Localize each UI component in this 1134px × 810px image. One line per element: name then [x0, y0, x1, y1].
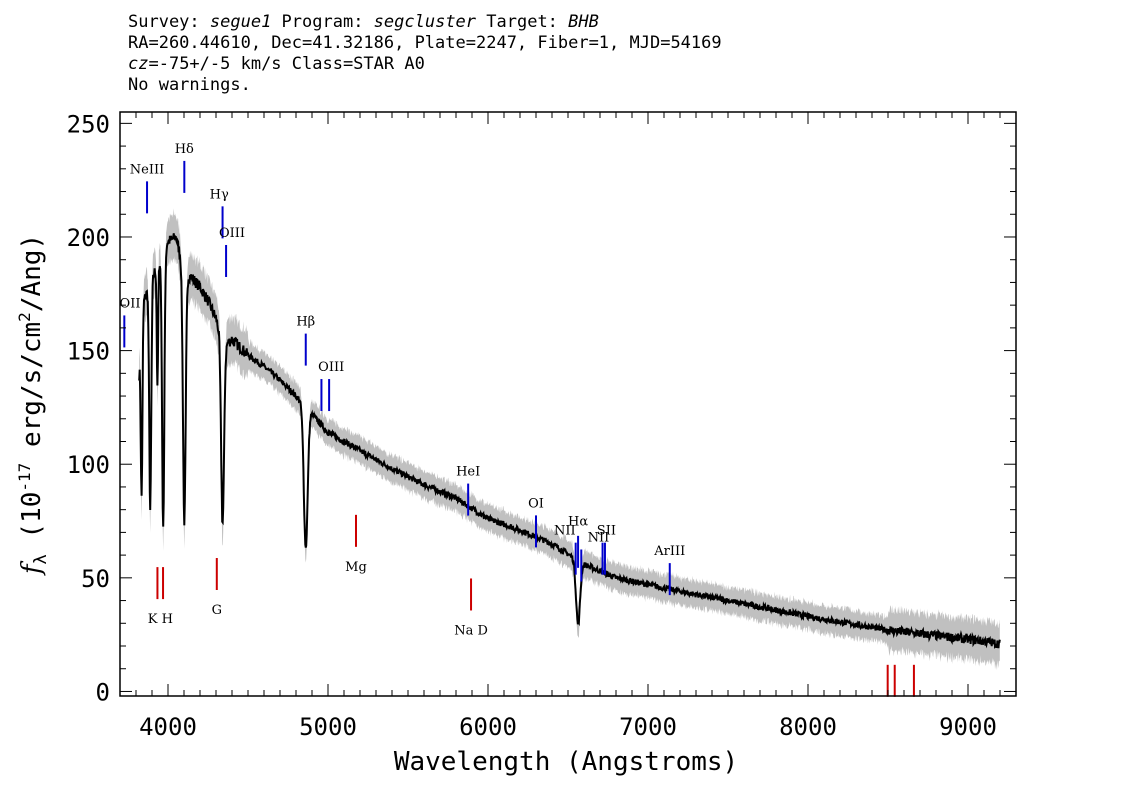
y-tick-label: 200 [67, 224, 110, 252]
spectrum-line [138, 233, 1001, 649]
x-tick-label: 9000 [939, 713, 997, 741]
spectrum-header: Survey: segue1 Program: segcluster Targe… [128, 12, 722, 96]
error-band [139, 208, 1000, 671]
y-tick-label: 0 [96, 678, 110, 706]
y-tick-label: 50 [81, 565, 110, 593]
absorption-line-label: K H [148, 612, 173, 627]
survey-name: segue1 [209, 12, 272, 32]
y-tick-label: 150 [67, 338, 110, 366]
x-tick-label: 8000 [779, 713, 837, 741]
program-name: segcluster [373, 12, 477, 32]
emission-line-label: OII [120, 296, 141, 311]
absorption-line-label: Mg [345, 560, 367, 575]
emission-line-label: NII [554, 524, 576, 539]
emission-line-label: ArIII [653, 544, 685, 559]
emission-line-label: Hα [568, 515, 588, 530]
emission-line-label: OIII [219, 226, 245, 241]
emission-line-label: NeIII [130, 162, 164, 177]
emission-line-label: SII [597, 524, 616, 539]
emission-line-label: OIII [318, 360, 344, 375]
emission-line-label: Hδ [175, 142, 194, 157]
emission-line-label: HeI [456, 465, 480, 480]
y-axis-label: fλ (10-17 erg/s/cm2/Ang) [15, 234, 51, 576]
plot-frame [119, 111, 1017, 697]
emission-line-label: Hβ [296, 315, 315, 330]
y-tick-label: 100 [67, 451, 110, 479]
emission-line-label: NII [588, 530, 610, 545]
header-line-survey: Survey: segue1 Program: segcluster Targe… [128, 12, 599, 32]
x-tick-label: 4000 [139, 713, 197, 741]
emission-line-label: Hγ [210, 187, 229, 202]
target-name: BHB [568, 12, 599, 32]
x-tick-label: 5000 [299, 713, 357, 741]
absorption-line-label: Na D [454, 623, 488, 638]
header-line-redshift: cz=-75+/-5 km/s Class=STAR A0 [128, 54, 425, 74]
x-tick-label: 6000 [459, 713, 517, 741]
header-line-warnings: No warnings. [128, 75, 251, 95]
x-axis-label: Wavelength (Angstroms) [394, 747, 738, 777]
y-tick-label: 250 [67, 110, 110, 138]
emission-line-label: OI [528, 496, 544, 511]
absorption-line-label: G [212, 603, 222, 618]
header-line-coords: RA=260.44610, Dec=41.32186, Plate=2247, … [128, 33, 722, 53]
x-tick-label: 7000 [619, 713, 677, 741]
